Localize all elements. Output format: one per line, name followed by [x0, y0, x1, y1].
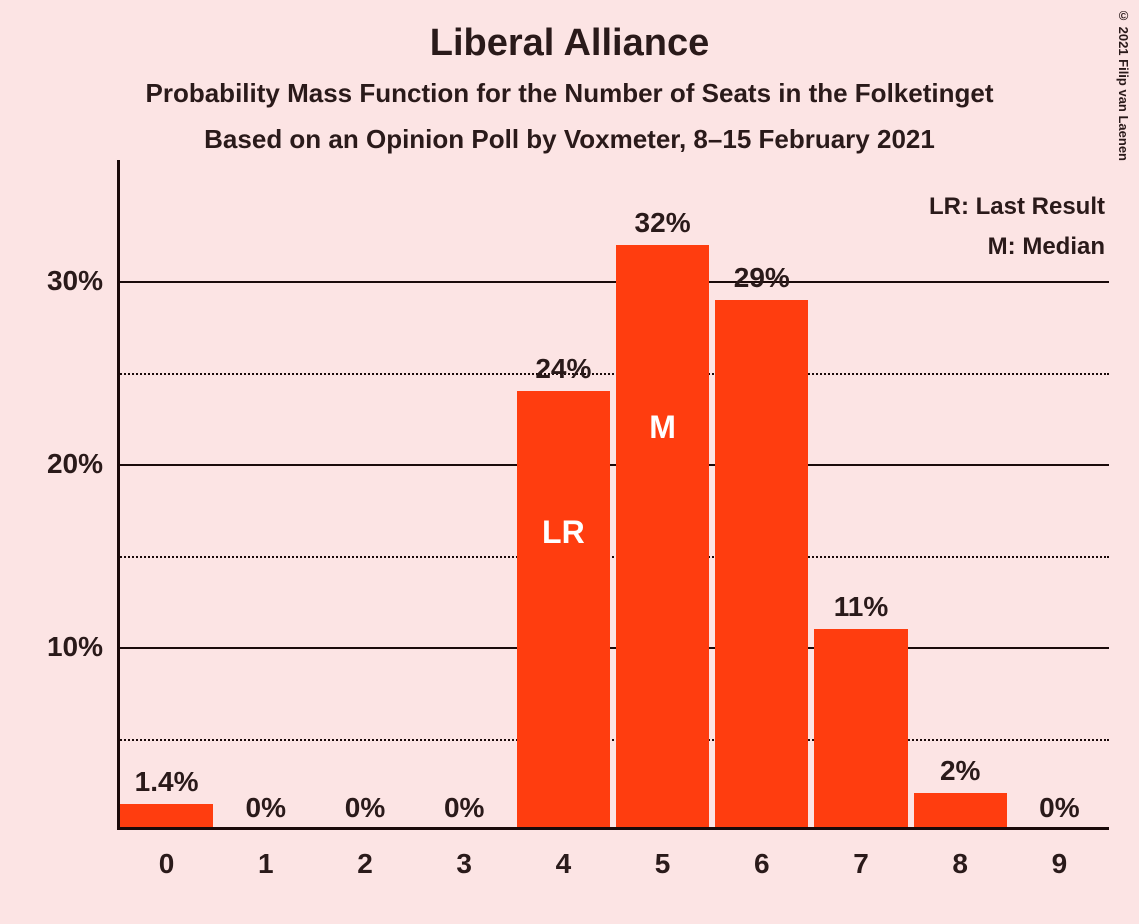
x-axis-label: 1 [258, 848, 274, 880]
bar-value-label: 0% [444, 792, 484, 824]
bar-value-label: 24% [535, 353, 591, 385]
x-axis-label: 3 [456, 848, 472, 880]
gridline-minor [117, 373, 1109, 375]
y-axis-line [117, 160, 120, 830]
x-axis-label: 4 [556, 848, 572, 880]
gridline-major [117, 647, 1109, 649]
gridline-minor [117, 739, 1109, 741]
chart-subtitle-1-text: Probability Mass Function for the Number… [146, 78, 994, 108]
gridline-minor [117, 556, 1109, 558]
x-baseline [117, 827, 1109, 830]
chart-subtitle-1: Probability Mass Function for the Number… [0, 78, 1139, 109]
y-axis-label: 30% [47, 265, 103, 297]
bar-value-label: 29% [734, 262, 790, 294]
copyright: © 2021 Filip van Laenen [1116, 8, 1131, 161]
bar: 11% [814, 629, 907, 830]
bar: 24%LR [517, 391, 610, 830]
gridline-major [117, 464, 1109, 466]
x-axis-label: 5 [655, 848, 671, 880]
copyright-text: © 2021 Filip van Laenen [1116, 8, 1131, 161]
bar-value-label: 2% [940, 755, 980, 787]
x-axis-label: 6 [754, 848, 770, 880]
x-axis-label: 8 [952, 848, 968, 880]
chart-title: Liberal Alliance [0, 22, 1139, 65]
bar-value-label: 32% [635, 207, 691, 239]
chart-title-text: Liberal Alliance [430, 22, 709, 64]
bar-value-label: 0% [1039, 792, 1079, 824]
chart-subtitle-2: Based on an Opinion Poll by Voxmeter, 8–… [0, 124, 1139, 155]
plot-area: 10%20%30%1.4%00%10%20%324%LR432%M529%611… [117, 190, 1109, 830]
bar-value-label: 0% [345, 792, 385, 824]
x-axis-label: 2 [357, 848, 373, 880]
bar-value-label: 0% [246, 792, 286, 824]
bar-inner-label: LR [542, 514, 585, 551]
bar: 29% [715, 300, 808, 830]
gridline-major [117, 281, 1109, 283]
chart-subtitle-2-text: Based on an Opinion Poll by Voxmeter, 8–… [204, 124, 935, 154]
y-axis-label: 10% [47, 631, 103, 663]
bar-inner-label: M [649, 409, 676, 446]
chart-container: Liberal Alliance Probability Mass Functi… [0, 0, 1139, 924]
legend-line: M: Median [988, 233, 1105, 261]
x-axis-label: 0 [159, 848, 175, 880]
x-axis-label: 7 [853, 848, 869, 880]
x-axis-label: 9 [1052, 848, 1068, 880]
bar-value-label: 1.4% [135, 766, 199, 798]
bar-value-label: 11% [834, 591, 889, 623]
legend-line: LR: Last Result [929, 193, 1105, 221]
y-axis-label: 20% [47, 448, 103, 480]
bar: 32%M [616, 245, 709, 830]
bar: 2% [914, 793, 1007, 830]
